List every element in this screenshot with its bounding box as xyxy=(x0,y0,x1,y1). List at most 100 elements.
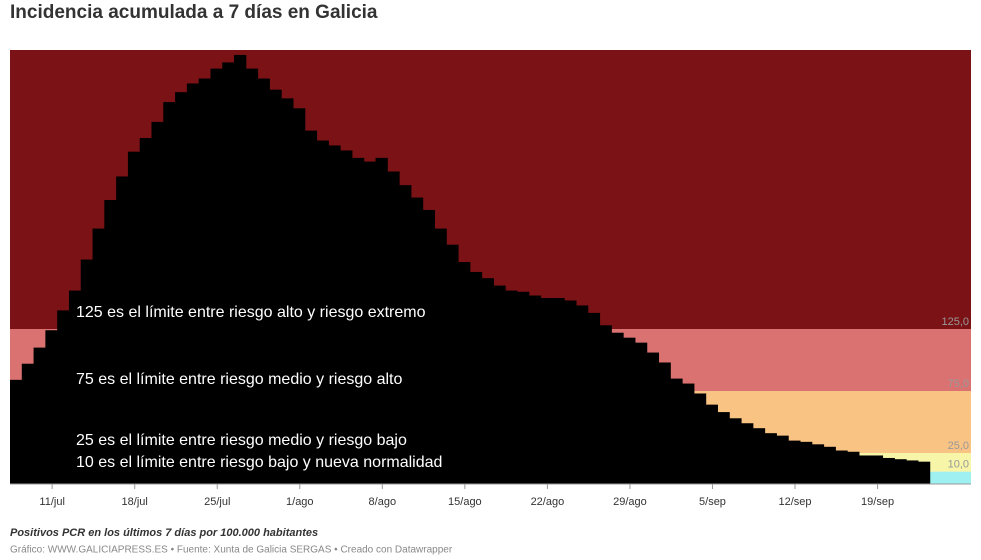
bar xyxy=(729,418,742,484)
bar xyxy=(611,332,624,484)
bar xyxy=(776,435,789,484)
bar xyxy=(304,130,318,484)
bar xyxy=(316,140,329,484)
bar xyxy=(575,305,589,484)
x-tick-label: 5/sep xyxy=(699,496,726,508)
bar xyxy=(564,300,577,484)
bar xyxy=(458,262,471,484)
bar xyxy=(328,145,341,485)
bar xyxy=(800,441,813,484)
bar xyxy=(104,200,117,485)
x-tick-label: 18/jul xyxy=(122,496,148,508)
bar xyxy=(68,290,82,484)
bar xyxy=(705,404,718,484)
bar xyxy=(434,228,447,484)
bar xyxy=(387,171,400,484)
bar xyxy=(752,428,766,484)
bar xyxy=(481,278,494,484)
x-tick-label: 15/ago xyxy=(448,496,482,508)
bar xyxy=(717,412,730,484)
bar xyxy=(788,440,801,484)
source: Gráfico: WWW.GALICIAPRESS.ES • Fuente: X… xyxy=(10,545,453,556)
bar xyxy=(540,298,553,484)
bar xyxy=(823,446,836,484)
annotation: 25 es el límite entre riesgo medio y rie… xyxy=(76,432,407,449)
bar xyxy=(33,347,46,484)
bar xyxy=(57,310,70,484)
x-tick-label: 19/sep xyxy=(861,496,894,508)
threshold-label: 25,0 xyxy=(948,440,969,452)
annotation: 75 es el límite entre riesgo medio y rie… xyxy=(76,371,402,388)
bar xyxy=(894,459,907,484)
x-tick-label: 1/ago xyxy=(286,496,314,508)
bar xyxy=(186,83,200,484)
bar xyxy=(363,161,377,484)
bar xyxy=(741,423,754,484)
bar xyxy=(646,352,660,484)
bar xyxy=(92,228,105,484)
threshold-label: 125,0 xyxy=(941,316,969,328)
bar xyxy=(906,460,919,484)
bar xyxy=(222,62,235,485)
bar xyxy=(858,455,872,484)
bar xyxy=(45,330,58,484)
bar xyxy=(151,121,164,485)
bar xyxy=(375,157,388,484)
bar xyxy=(234,54,247,485)
bar xyxy=(351,157,365,484)
threshold-label: 75,0 xyxy=(948,378,969,390)
bar xyxy=(882,457,895,484)
bar xyxy=(552,298,565,484)
bar xyxy=(198,78,211,485)
bar xyxy=(175,92,188,484)
bar xyxy=(210,68,223,484)
bar xyxy=(10,379,23,484)
bar xyxy=(847,451,860,484)
bar xyxy=(587,312,601,484)
bar xyxy=(870,455,884,484)
bar xyxy=(670,378,683,484)
bar xyxy=(658,362,671,484)
chart-title: Incidencia acumulada a 7 días en Galicia xyxy=(10,2,378,23)
bar xyxy=(493,285,506,484)
bar xyxy=(257,78,270,485)
bar xyxy=(399,185,412,484)
x-tick-label: 12/sep xyxy=(779,496,812,508)
bar xyxy=(528,295,542,484)
bar xyxy=(634,342,648,484)
bar xyxy=(281,98,294,485)
bar xyxy=(163,102,176,484)
bar xyxy=(811,444,825,484)
bar xyxy=(505,290,518,484)
x-tick-label: 22/ago xyxy=(531,496,565,508)
threshold-label: 10,0 xyxy=(948,459,969,471)
x-tick-label: 25/jul xyxy=(204,496,230,508)
x-tick-label: 29/ago xyxy=(613,496,647,508)
bar xyxy=(127,151,141,484)
x-tick-label: 8/ago xyxy=(369,496,397,508)
bar xyxy=(693,393,707,484)
bar xyxy=(469,271,483,484)
bar xyxy=(446,244,459,484)
annotation: 10 es el límite entre riesgo bajo y nuev… xyxy=(76,454,442,471)
bar xyxy=(245,68,259,484)
annotation: 125 es el límite entre riesgo alto y rie… xyxy=(76,304,426,321)
bar xyxy=(116,176,129,485)
bar xyxy=(682,383,695,484)
bar xyxy=(292,108,306,484)
bar xyxy=(80,259,94,484)
bar xyxy=(269,89,282,485)
bar xyxy=(517,291,530,484)
bar xyxy=(764,433,777,484)
bar xyxy=(410,197,424,484)
bar xyxy=(422,209,435,484)
bar xyxy=(835,450,848,484)
bar xyxy=(139,138,152,485)
bar xyxy=(623,337,636,484)
bar xyxy=(917,461,931,484)
note: Positivos PCR en los últimos 7 días por … xyxy=(10,527,318,539)
bar xyxy=(599,325,612,484)
bar xyxy=(21,363,35,484)
x-tick-label: 11/jul xyxy=(39,496,64,508)
